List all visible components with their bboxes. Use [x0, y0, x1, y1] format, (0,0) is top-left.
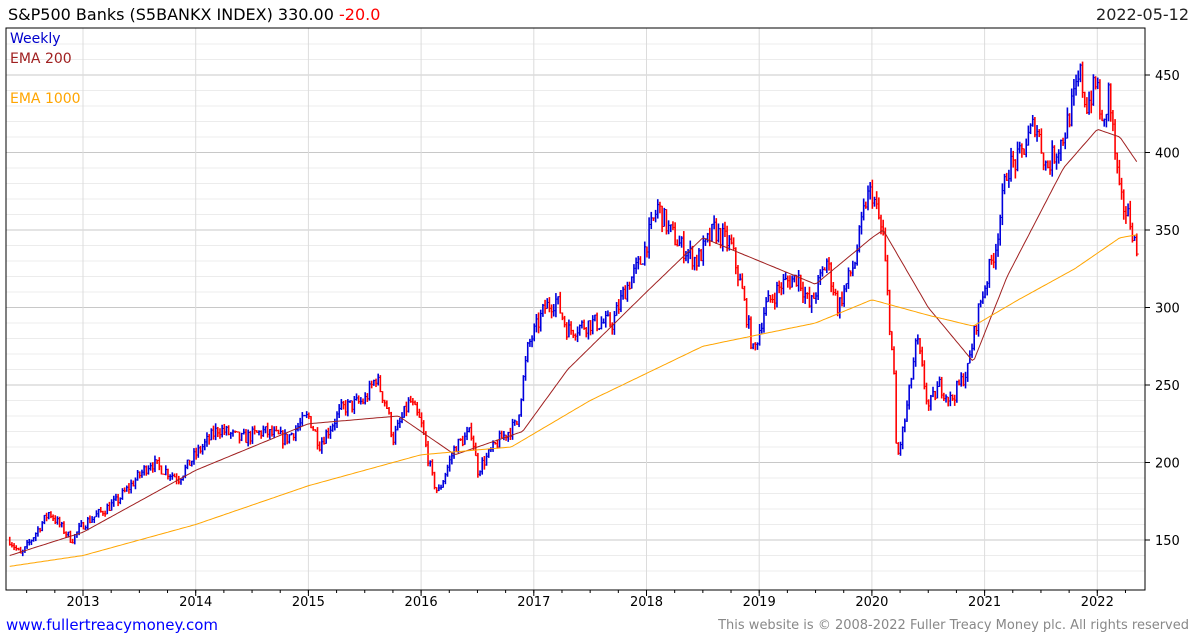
chart-date: 2022-05-12 [1096, 5, 1189, 24]
legend-ema200: EMA 200 [10, 51, 72, 67]
x-tick-label: 2015 [292, 595, 325, 610]
x-tick-label: 2020 [855, 595, 888, 610]
x-tick-label: 2022 [1081, 595, 1114, 610]
website-link[interactable]: www.fullertreacymoney.com [6, 616, 219, 634]
y-tick-label: 450 [1155, 69, 1180, 84]
y-tick-label: 350 [1155, 224, 1180, 239]
y-tick-label: 300 [1155, 302, 1180, 317]
legend-weekly: Weekly [10, 31, 61, 47]
y-tick-label: 400 [1155, 147, 1180, 162]
x-tick-label: 2021 [968, 595, 1001, 610]
ema200-line [9, 129, 1138, 556]
copyright: This website is © 2008-2022 Fuller Treac… [718, 618, 1189, 633]
x-tick-label: 2017 [517, 595, 550, 610]
x-tick-label: 2018 [630, 595, 663, 610]
y-tick-label: 200 [1155, 457, 1180, 472]
y-tick-label: 250 [1155, 379, 1180, 394]
plot-frame [5, 27, 1146, 591]
x-tick-label: 2016 [405, 595, 438, 610]
y-tick-label: 150 [1155, 534, 1180, 549]
title-text: S&P500 Banks (S5BANKX INDEX) 330.00 [8, 5, 334, 24]
ema1000-line [9, 234, 1137, 567]
chart-title: S&P500 Banks (S5BANKX INDEX) 330.00 -20.… [8, 5, 380, 24]
x-tick-label: 2019 [743, 595, 776, 610]
x-tick-label: 2014 [179, 595, 212, 610]
price-change: -20.0 [339, 5, 381, 24]
legend-ema1000: EMA 1000 [10, 91, 81, 107]
x-tick-label: 2013 [66, 595, 99, 610]
